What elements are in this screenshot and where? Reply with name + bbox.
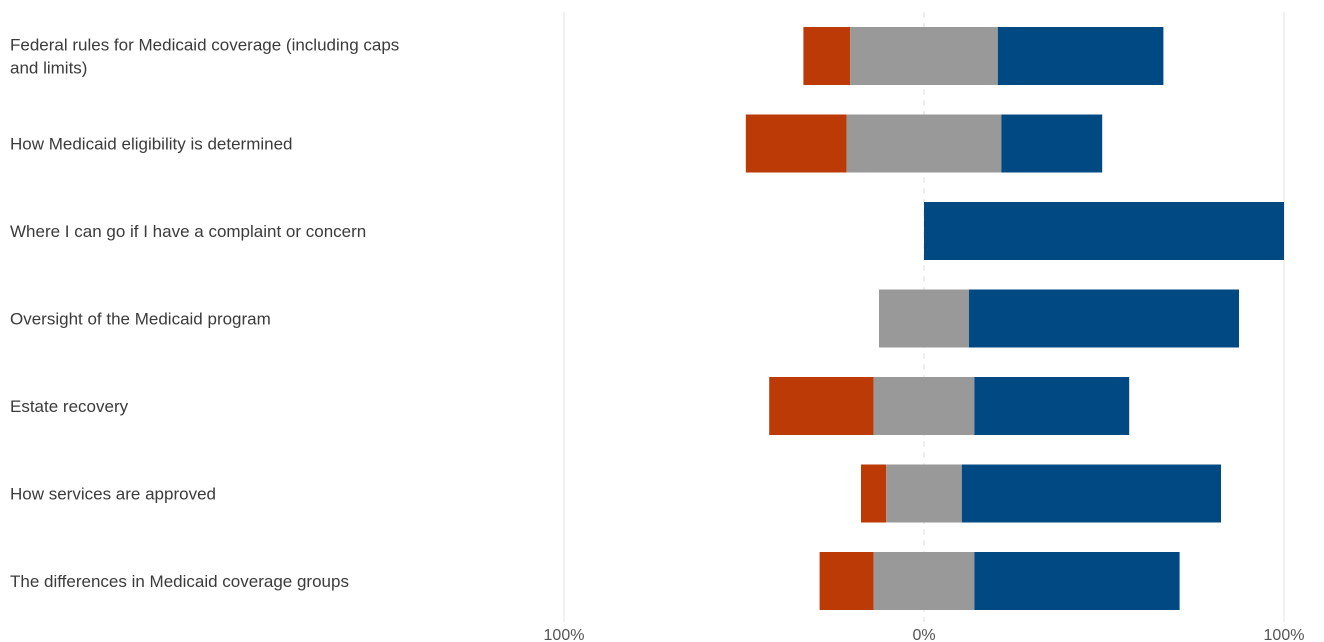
bar-neutral-5 <box>886 464 962 523</box>
bar-positive-5 <box>961 464 1221 523</box>
category-label-5: How services are approved <box>10 485 216 504</box>
bar-neutral-0 <box>850 27 998 85</box>
category-label-6: The differences in Medicaid coverage gro… <box>10 572 349 591</box>
bar-negative-1 <box>745 114 847 173</box>
x-axis-ticks: 100% 0% 100% <box>544 627 1305 642</box>
x-tick-label-0: 100% <box>544 627 585 642</box>
category-label-4: Estate recovery <box>10 397 129 416</box>
bar-negative-0 <box>803 27 851 85</box>
category-label-0-line-1: and limits) <box>10 59 87 78</box>
bar-negative-6 <box>819 552 874 610</box>
bar-negative-5 <box>861 464 887 523</box>
bar-positive-0 <box>997 27 1164 85</box>
bar-positive-6 <box>974 552 1180 610</box>
bar-positive-2 <box>924 202 1284 260</box>
x-tick-label-2: 100% <box>1264 627 1305 642</box>
category-label-0-line-0: Federal rules for Medicaid coverage (inc… <box>10 36 399 55</box>
bars-layer <box>745 27 1284 610</box>
bar-neutral-6 <box>873 552 975 610</box>
bar-negative-4 <box>769 377 874 435</box>
category-label-2: Where I can go if I have a complaint or … <box>10 222 366 241</box>
category-label-1: How Medicaid eligibility is determined <box>10 135 293 154</box>
category-label-3: Oversight of the Medicaid program <box>10 310 271 329</box>
category-labels: Federal rules for Medicaid coverage (inc… <box>10 36 399 592</box>
bar-neutral-4 <box>873 377 975 435</box>
bar-neutral-3 <box>879 289 969 348</box>
bar-positive-3 <box>969 289 1239 348</box>
x-tick-label-1: 0% <box>912 627 935 642</box>
bar-positive-4 <box>974 377 1130 435</box>
bar-neutral-1 <box>846 114 1002 173</box>
bar-positive-1 <box>1001 114 1103 173</box>
